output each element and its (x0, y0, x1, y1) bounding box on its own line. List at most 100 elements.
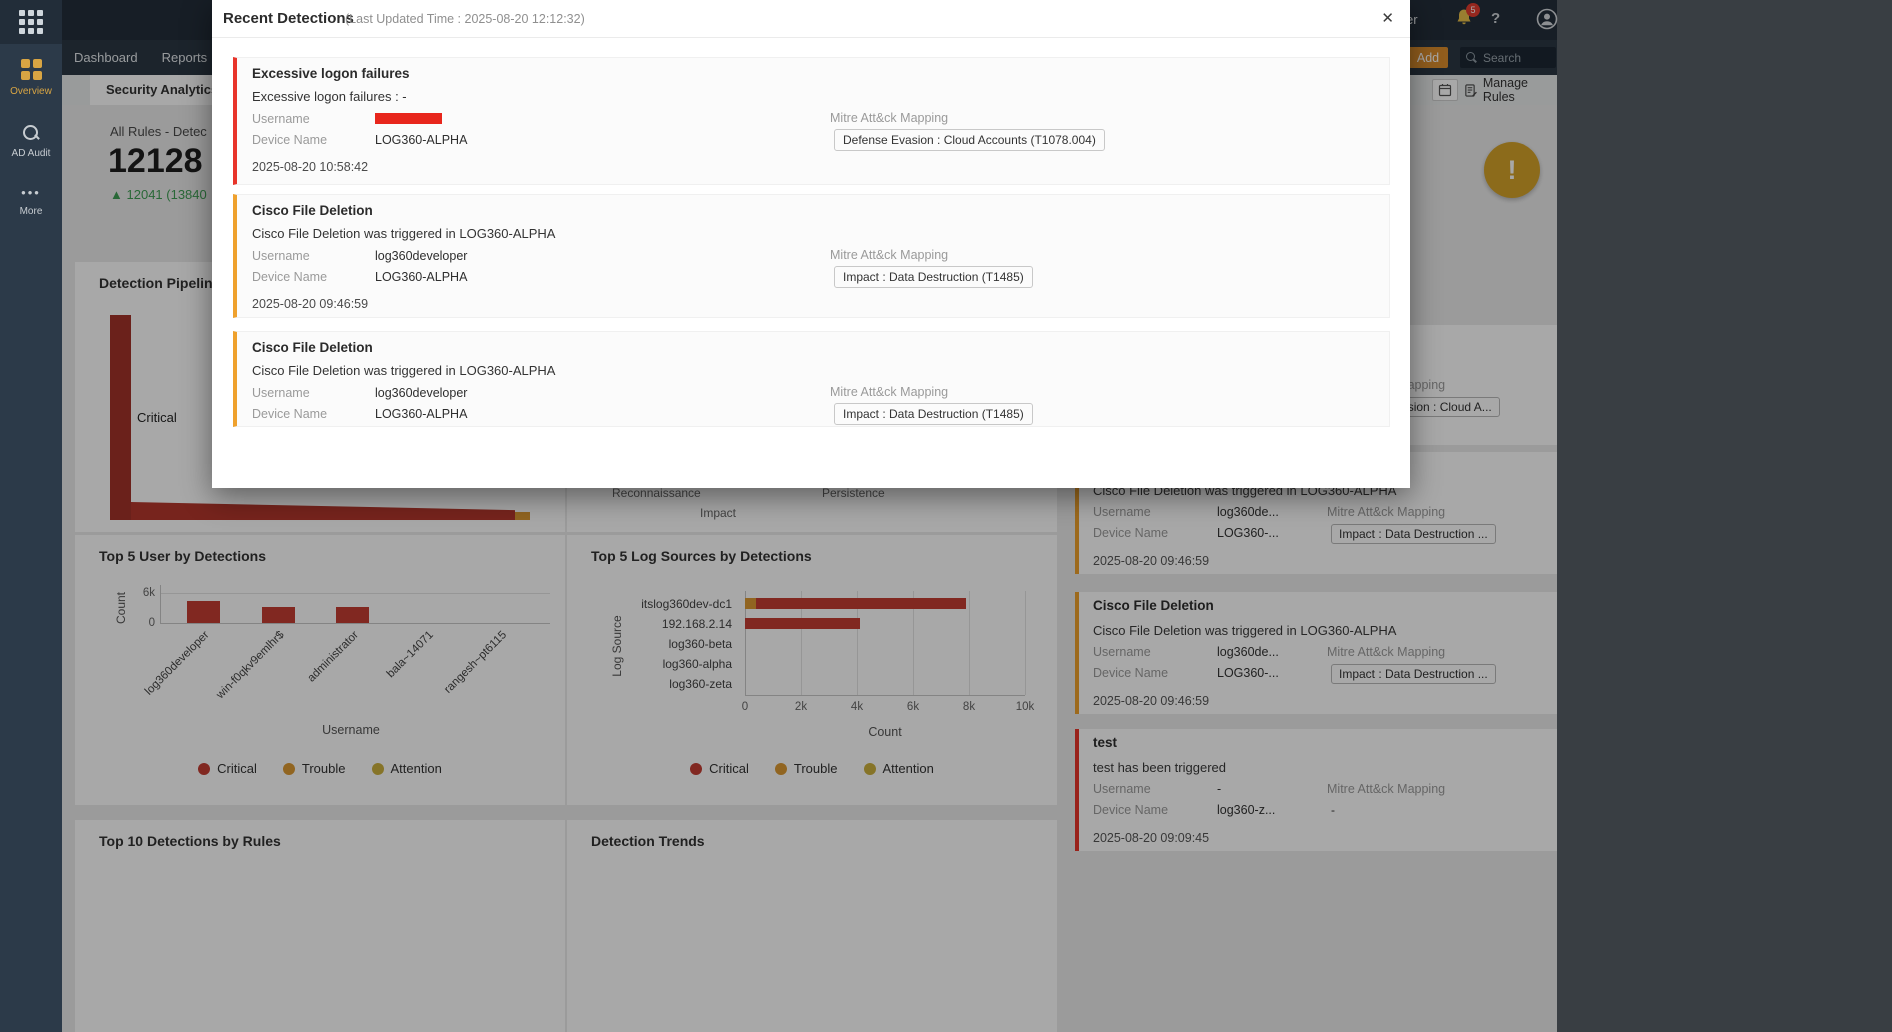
sidebar-item-overview[interactable]: Overview (0, 44, 62, 109)
detection-time: 2025-08-20 09:46:59 (252, 297, 369, 311)
mitre-label: Mitre Att&ck Mapping (830, 111, 949, 125)
bar-segment (262, 607, 295, 623)
x-tick: 6k (906, 701, 920, 713)
chart-legend: Critical Trouble Attention (567, 761, 1057, 776)
legend-item-attention[interactable]: Attention (371, 761, 442, 776)
alert-badge-button[interactable]: ! (1484, 142, 1540, 198)
sidebar-item-more[interactable]: ••• More (0, 171, 62, 229)
delta-up-icon: ▲ (110, 187, 123, 202)
top5-sources-plot (567, 535, 1057, 805)
manage-rules-icon (1465, 83, 1477, 97)
device-value: LOG360-ALPHA (375, 270, 468, 284)
detection-desc: Cisco File Deletion was triggered in LOG… (1093, 623, 1397, 638)
x-axis-line (745, 695, 1025, 696)
notifications-button[interactable]: 5 (1455, 3, 1480, 32)
detection-title: Cisco File Deletion (1093, 598, 1214, 613)
search-input[interactable] (1483, 50, 1550, 65)
sidebar-item-label: More (19, 206, 43, 217)
stat-title: All Rules - Detec (110, 124, 207, 139)
detection-desc: Cisco File Deletion was triggered in LOG… (252, 363, 556, 378)
redacted-username (375, 113, 442, 124)
search-icon (22, 124, 40, 142)
mitre-label: Mitre Att&ck Mapping (830, 385, 949, 399)
y-category: 192.168.2.14 (661, 617, 732, 631)
modal-header: Recent Detections (Last Updated Time : 2… (212, 0, 1410, 38)
mitre-label: Mitre Att&ck Mapping (1327, 645, 1446, 659)
bar-segment (756, 598, 966, 609)
tab-dashboard[interactable]: Dashboard (74, 50, 138, 65)
username-label: Username (1093, 505, 1151, 519)
mitre-value: - (1331, 803, 1335, 817)
manage-rules-button[interactable]: Manage Rules (1464, 76, 1557, 104)
legend-dot (863, 762, 876, 775)
legend-item-critical[interactable]: Critical (690, 761, 749, 776)
calendar-icon (1438, 84, 1452, 97)
user-avatar-button[interactable] (1536, 8, 1558, 30)
username-label: Username (252, 112, 310, 126)
legend-label: Attention (882, 761, 934, 776)
device-value: log360-z... (1217, 803, 1276, 817)
topbar-truncated-text: er (1406, 12, 1418, 27)
stat-delta: ▲ 12041 (13840 (110, 187, 207, 202)
bar-segment (187, 601, 220, 623)
legend-item-trouble[interactable]: Trouble (282, 761, 346, 776)
detection-title: Cisco File Deletion (252, 203, 373, 218)
x-axis-label: Username (322, 723, 380, 737)
legend-dot (371, 762, 384, 775)
card-detection-trends: Detection Trends (567, 820, 1057, 1032)
card-top5-users: Top 5 User by Detections Count 6k 0 log3… (75, 535, 565, 805)
y-category: log360-zeta (669, 677, 732, 691)
legend-dot (198, 762, 211, 775)
legend-label: Attention (390, 761, 442, 776)
top5-users-plot (75, 535, 565, 805)
legend-item-critical[interactable]: Critical (198, 761, 257, 776)
y-category: log360-beta (668, 637, 732, 651)
funnel-stage-label: Critical (137, 410, 177, 425)
y-axis-line (745, 591, 746, 695)
device-label: Device Name (1093, 666, 1169, 680)
calendar-button[interactable] (1432, 79, 1458, 101)
username-value: log360developer (375, 249, 468, 263)
help-button[interactable]: ? (1491, 10, 1501, 27)
search-icon (1466, 51, 1478, 64)
card-title: Detection Trends (591, 833, 705, 849)
y-category: itslog360dev-dc1 (641, 597, 732, 611)
close-icon[interactable]: ✕ (1381, 10, 1394, 27)
detection-desc: test has been triggered (1093, 760, 1226, 775)
threat-label: Impact (700, 506, 737, 520)
legend-label: Critical (217, 761, 257, 776)
card-title: Top 10 Detections by Rules (99, 833, 281, 849)
device-value: LOG360-... (1217, 666, 1279, 680)
y-tick: 0 (148, 617, 155, 629)
x-axis-line (160, 623, 550, 624)
legend-item-trouble[interactable]: Trouble (774, 761, 838, 776)
device-value: LOG360-ALPHA (375, 407, 468, 421)
card-top5-log-sources: Top 5 Log Sources by Detections Log Sour… (567, 535, 1057, 805)
username-value: log360de... (1217, 505, 1279, 519)
detection-title: Cisco File Deletion (252, 340, 373, 355)
mitre-chip: Impact : Data Destruction ... (1331, 664, 1496, 684)
threat-label: Reconnaissance (612, 486, 701, 500)
add-button[interactable]: Add (1408, 47, 1448, 68)
detection-entry[interactable]: test test has been triggered Username - … (1075, 729, 1557, 851)
card-title: Top 5 Log Sources by Detections (591, 548, 812, 564)
card-title: Top 5 User by Detections (99, 548, 267, 564)
funnel-stage-critical[interactable] (110, 315, 131, 520)
apps-menu-button[interactable] (0, 0, 62, 44)
detection-time: 2025-08-20 09:46:59 (1093, 554, 1210, 568)
detection-entry[interactable]: Cisco File Deletion Cisco File Deletion … (1075, 592, 1557, 714)
search-box[interactable] (1460, 47, 1556, 68)
sidebar-item-ad-audit[interactable]: AD Audit (0, 109, 62, 171)
tab-reports[interactable]: Reports (161, 50, 208, 65)
stat-value: 12128 (108, 142, 203, 180)
modal-detection-card[interactable]: Cisco File Deletion Cisco File Deletion … (233, 194, 1390, 318)
modal-detection-card[interactable]: Excessive logon failures Excessive logon… (233, 57, 1390, 185)
y-tick: 6k (142, 587, 155, 599)
recent-detections-modal: Recent Detections (Last Updated Time : 2… (212, 0, 1410, 488)
device-label: Device Name (252, 133, 328, 147)
modal-detection-card[interactable]: Cisco File Deletion Cisco File Deletion … (233, 331, 1390, 427)
tab-security-analytics[interactable]: Security Analytics (90, 75, 235, 105)
legend-item-attention[interactable]: Attention (863, 761, 934, 776)
username-label: Username (1093, 645, 1151, 659)
